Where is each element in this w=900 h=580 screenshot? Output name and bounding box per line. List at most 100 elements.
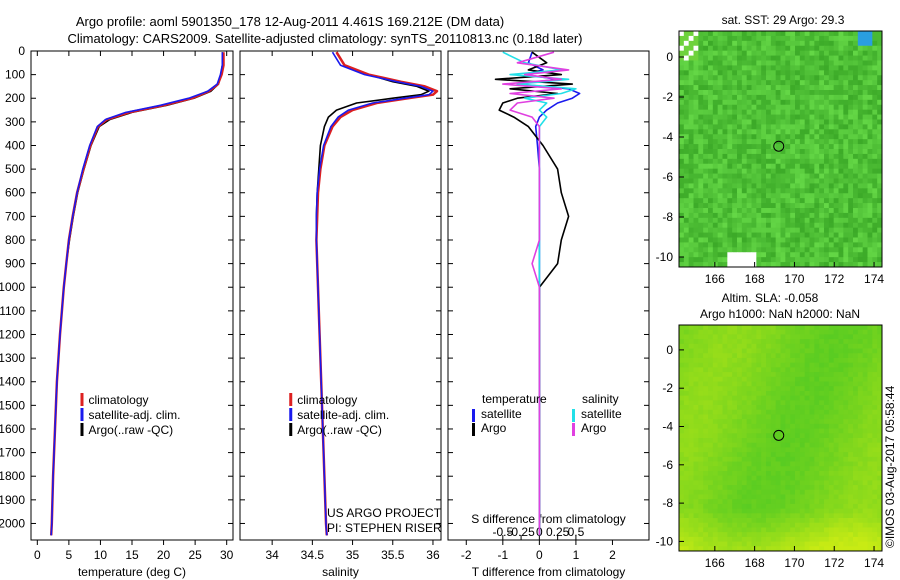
map-cell [775,433,781,439]
map-cell [679,129,685,135]
map-cell [843,178,849,184]
map-cell [809,494,815,500]
map-cell [775,163,781,170]
map-cell [698,45,704,52]
map-cell [828,99,835,106]
map-cell [770,508,777,514]
map-cell [853,372,859,378]
map-cell [775,527,781,533]
map-cell [766,227,772,233]
map-cell [693,381,699,387]
map-cell [683,357,690,364]
map-cell [698,409,704,415]
map-cell [804,232,810,238]
map-cell [780,461,786,467]
map-cell [799,390,806,397]
map-cell [790,372,796,378]
map-cell [679,50,685,56]
map-cell [737,208,743,214]
map-cell [688,532,694,538]
map-cell [737,395,743,401]
map-cell [693,438,699,444]
map-cell [843,99,849,106]
map-cell [833,31,839,37]
map-cell [862,247,868,253]
map-cell [795,94,801,101]
map-cell [785,114,791,120]
map-cell [804,178,810,184]
map-cell [761,386,767,392]
depth-tick-label: 1600 [0,422,25,436]
map-cell [712,381,719,387]
map-cell [790,134,796,140]
map-cell [693,343,699,349]
map-cell [814,134,820,140]
map-cell [780,60,786,66]
map-cell [780,339,786,345]
map-cell [838,513,844,519]
map-cell [780,158,786,165]
map-cell [693,139,699,145]
map-cell [679,222,685,229]
map-cell [717,124,723,130]
map-cell [698,536,704,542]
map-cell [683,124,690,130]
map-cell [785,433,791,439]
map-cell [703,65,709,71]
map-cell [737,232,743,238]
map-cell [819,242,825,248]
map-cell [732,433,738,439]
map-cell [824,237,830,243]
map-cell [799,536,806,542]
map-cell [775,480,781,486]
map-cell [867,227,873,233]
map-cell [853,212,859,219]
map-cell [833,252,839,258]
map-cell [722,466,728,472]
map-cell [795,485,801,491]
map-cell [814,35,820,42]
map-cell [717,35,723,42]
map-cell [843,381,849,387]
map-cell [732,329,738,335]
map-cell [712,85,719,91]
map-cell [853,65,859,71]
map-cell [775,252,781,258]
map-cell [688,139,694,145]
map-cell [799,139,806,145]
x-tick-label: 15 [125,548,139,562]
map-cell [877,339,883,345]
map-cell [804,149,810,155]
map-cell [693,470,699,477]
map-cell [780,90,786,96]
map-cell [703,494,709,500]
map-cell [848,75,854,81]
map-cell [804,428,810,434]
map-cell [877,395,883,401]
map-cell [746,522,752,528]
map-cell [799,348,806,354]
map-cell [814,376,820,382]
map-cell [809,109,815,115]
map-cell [833,466,839,472]
map-cell [698,168,704,174]
map-cell [756,153,762,160]
map-cell [857,40,864,47]
map-cell [727,409,733,415]
map-cell [838,168,844,174]
map-cell [679,85,685,91]
map-cell [809,423,815,429]
map-cell [693,414,699,420]
map-cell [717,262,723,268]
map-cell [732,334,738,340]
map-cell [785,475,791,481]
map-cell [693,153,699,160]
map-cell [751,456,757,462]
map-cell [848,494,854,500]
map-cell [683,470,690,477]
map-cell [717,198,723,204]
map-cell [717,409,723,415]
map-cell [848,40,854,47]
map-cell [708,99,714,106]
map-cell [770,31,777,37]
